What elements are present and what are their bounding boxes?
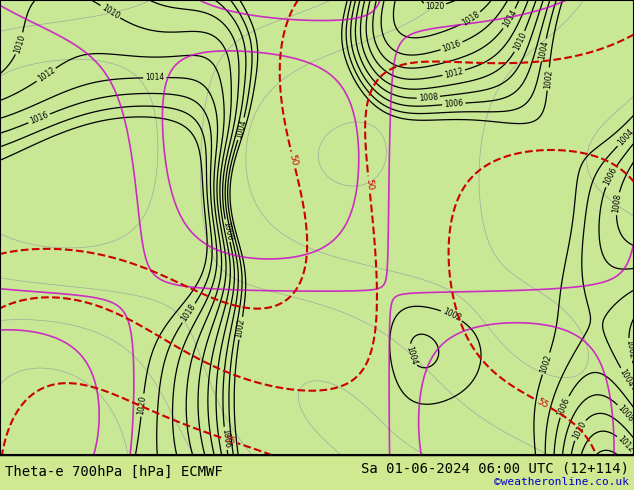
Text: 55: 55 bbox=[536, 397, 550, 410]
Text: 1006: 1006 bbox=[220, 428, 231, 448]
Text: 1010: 1010 bbox=[571, 419, 588, 441]
Text: 1016: 1016 bbox=[441, 39, 462, 53]
Text: 1010: 1010 bbox=[100, 3, 121, 21]
Text: 1020: 1020 bbox=[137, 395, 148, 415]
Text: 1002: 1002 bbox=[543, 69, 553, 89]
Text: 1018: 1018 bbox=[179, 302, 198, 323]
Text: 1006: 1006 bbox=[444, 98, 463, 109]
Text: 1010: 1010 bbox=[13, 33, 27, 54]
Text: 1012: 1012 bbox=[36, 66, 56, 84]
Text: 1010: 1010 bbox=[512, 31, 528, 52]
Text: 1004: 1004 bbox=[234, 118, 248, 139]
Text: 1002: 1002 bbox=[235, 318, 247, 339]
Text: 1020: 1020 bbox=[425, 1, 444, 11]
Text: 1004: 1004 bbox=[404, 344, 418, 366]
Text: 1006: 1006 bbox=[556, 396, 572, 417]
Text: Sa 01-06-2024 06:00 UTC (12+114): Sa 01-06-2024 06:00 UTC (12+114) bbox=[361, 461, 629, 475]
Text: 1014: 1014 bbox=[501, 8, 519, 29]
Text: 1002: 1002 bbox=[441, 307, 462, 323]
Text: 55: 55 bbox=[223, 434, 236, 446]
Text: 1018: 1018 bbox=[460, 10, 481, 27]
Text: 1006: 1006 bbox=[602, 166, 619, 187]
Text: 1012: 1012 bbox=[443, 66, 464, 79]
Text: 50: 50 bbox=[287, 153, 299, 167]
Text: 1002: 1002 bbox=[624, 339, 634, 360]
Bar bbox=[0, 455, 634, 490]
Text: 1016: 1016 bbox=[29, 111, 49, 126]
Text: 1008: 1008 bbox=[616, 403, 634, 423]
Text: 1008: 1008 bbox=[418, 92, 438, 103]
Text: 1008: 1008 bbox=[611, 194, 623, 214]
Text: 1014: 1014 bbox=[145, 73, 164, 82]
Text: Theta-e 700hPa [hPa] ECMWF: Theta-e 700hPa [hPa] ECMWF bbox=[5, 465, 223, 479]
Text: 1004: 1004 bbox=[538, 40, 550, 60]
Text: 1004: 1004 bbox=[618, 368, 634, 389]
Text: 50: 50 bbox=[364, 179, 374, 191]
Text: 1008: 1008 bbox=[221, 220, 234, 241]
Text: 1012: 1012 bbox=[616, 434, 634, 454]
Text: 1004: 1004 bbox=[616, 127, 634, 148]
Text: ©weatheronline.co.uk: ©weatheronline.co.uk bbox=[494, 477, 629, 487]
Text: 1002: 1002 bbox=[539, 353, 553, 374]
